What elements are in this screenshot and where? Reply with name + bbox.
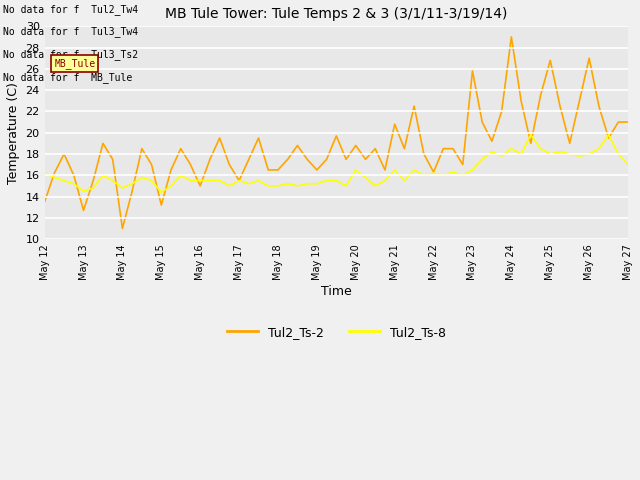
Line: Tul2_Ts-8: Tul2_Ts-8 [45, 135, 628, 192]
Legend: Tul2_Ts-2, Tul2_Ts-8: Tul2_Ts-2, Tul2_Ts-8 [221, 321, 451, 344]
Y-axis label: Temperature (C): Temperature (C) [7, 82, 20, 184]
Text: No data for f  Tul3_Ts2: No data for f Tul3_Ts2 [3, 49, 138, 60]
Tul2_Ts-8 [566, 151, 573, 157]
Tul2_Ts-2 [401, 146, 408, 152]
Tul2_Ts-2 [362, 156, 369, 162]
Tul2_Ts-8 [187, 178, 195, 183]
Tul2_Ts-8 [401, 178, 408, 183]
Tul2_Ts-2 [624, 119, 632, 125]
Tul2_Ts-8 [624, 162, 632, 168]
Tul2_Ts-2 [118, 226, 126, 231]
Tul2_Ts-8 [167, 183, 175, 189]
Tul2_Ts-8 [527, 132, 534, 138]
Tul2_Ts-2 [255, 135, 262, 141]
Tul2_Ts-2 [167, 167, 175, 173]
Tul2_Ts-8 [157, 190, 165, 195]
X-axis label: Time: Time [321, 286, 352, 299]
Tul2_Ts-8 [255, 178, 262, 183]
Text: MB_Tule: MB_Tule [54, 58, 95, 69]
Line: Tul2_Ts-2: Tul2_Ts-2 [45, 37, 628, 228]
Text: No data for f  MB_Tule: No data for f MB_Tule [3, 72, 132, 83]
Tul2_Ts-2 [508, 34, 515, 40]
Tul2_Ts-8 [362, 175, 369, 180]
Tul2_Ts-8 [41, 170, 49, 176]
Title: MB Tule Tower: Tule Temps 2 & 3 (3/1/11-3/19/14): MB Tule Tower: Tule Temps 2 & 3 (3/1/11-… [165, 7, 508, 21]
Tul2_Ts-2 [187, 162, 195, 168]
Tul2_Ts-2 [41, 199, 49, 205]
Tul2_Ts-2 [566, 141, 573, 146]
Text: No data for f  Tul2_Tw4: No data for f Tul2_Tw4 [3, 4, 138, 15]
Text: No data for f  Tul3_Tw4: No data for f Tul3_Tw4 [3, 26, 138, 37]
